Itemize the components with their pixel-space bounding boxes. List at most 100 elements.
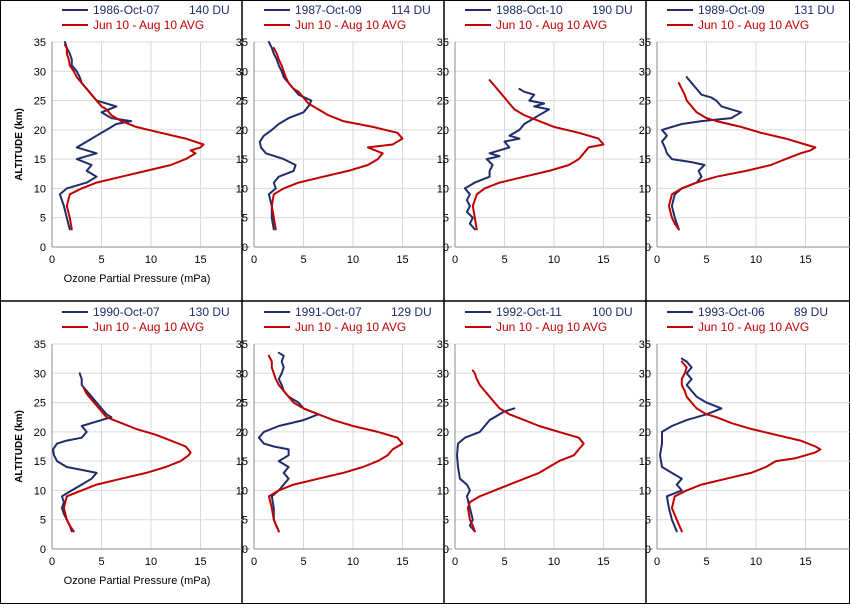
x-tick-label: 5 — [300, 556, 306, 568]
sounding-profile-line — [258, 41, 313, 231]
y-tick-label: 15 — [639, 456, 651, 468]
y-tick-label: 5 — [40, 213, 46, 225]
legend-sounding-du: 129 DU — [391, 305, 432, 319]
legend-sounding-date: 1992-Oct-11 — [496, 305, 562, 319]
legend-sounding-date: 1988-Oct-10 — [496, 3, 563, 17]
y-tick-label: 35 — [34, 37, 46, 49]
y-tick-label: 10 — [639, 485, 651, 497]
y-tick-label: 30 — [34, 66, 46, 78]
y-tick-label: 35 — [34, 339, 46, 351]
panel-8: 0 5 10 15 20 25 30 35 0 5 10 15 1993-Oct-06 89 DUJun … — [639, 305, 850, 568]
y-tick-label: 25 — [34, 96, 46, 108]
panel-1: 0 5 10 15 20 25 30 35 0 5 10 15 Ozone Partial Pressu… — [14, 3, 250, 285]
legend-average-label: Jun 10 - Aug 10 AVG — [93, 18, 204, 32]
x-tick-label: 0 — [452, 254, 458, 266]
average-profile-line — [63, 43, 205, 231]
y-tick-label: 20 — [34, 427, 46, 439]
legend-average-label: Jun 10 - Aug 10 AVG — [698, 18, 809, 32]
y-tick-label: 0 — [443, 242, 449, 254]
x-tick-label: 15 — [597, 254, 609, 266]
y-tick-label: 10 — [34, 183, 46, 195]
y-tick-label: 30 — [437, 368, 449, 380]
sounding-profile-line — [659, 357, 723, 533]
y-tick-label: 25 — [437, 96, 449, 108]
x-tick-label: 5 — [98, 556, 104, 568]
panel-3: 0 5 10 15 20 25 30 35 0 5 10 15 1988-Oct-10 190 DUJun… — [437, 3, 653, 266]
y-tick-label: 30 — [236, 368, 248, 380]
average-profile-line — [270, 46, 404, 231]
y-tick-label: 10 — [437, 183, 449, 195]
legend-sounding-date: 1987-Oct-09 — [295, 3, 362, 17]
y-tick-label: 20 — [236, 125, 248, 137]
x-tick-label: 10 — [750, 254, 762, 266]
y-tick-label: 15 — [437, 154, 449, 166]
average-profile-line — [267, 354, 404, 533]
x-tick-label: 0 — [452, 556, 458, 568]
y-tick-label: 0 — [242, 242, 248, 254]
y-tick-label: 25 — [34, 398, 46, 410]
y-tick-label: 25 — [639, 398, 651, 410]
x-tick-label: 15 — [194, 254, 206, 266]
y-tick-label: 20 — [437, 427, 449, 439]
y-tick-label: 0 — [645, 242, 651, 254]
y-tick-label: 25 — [236, 398, 248, 410]
x-tick-label: 15 — [799, 556, 811, 568]
average-profile-line — [670, 360, 822, 533]
y-tick-label: 15 — [437, 456, 449, 468]
x-tick-label: 0 — [49, 254, 55, 266]
legend-sounding-du: 114 DU — [391, 3, 431, 17]
x-tick-label: 10 — [145, 254, 157, 266]
x-tick-label: 5 — [98, 254, 104, 266]
legend-sounding-du: 140 DU — [189, 3, 230, 17]
y-axis-title: ALTITUDE (km) — [14, 410, 25, 483]
sounding-profile-line — [456, 407, 516, 533]
x-tick-label: 15 — [799, 254, 811, 266]
legend-sounding-date: 1991-Oct-07 — [295, 305, 362, 319]
y-tick-label: 30 — [639, 368, 651, 380]
y-tick-label: 30 — [437, 66, 449, 78]
legend-sounding-date: 1993-Oct-06 — [698, 305, 765, 319]
x-tick-label: 5 — [300, 254, 306, 266]
x-tick-label: 0 — [49, 556, 55, 568]
legend-sounding-date: 1986-Oct-07 — [93, 3, 160, 17]
y-tick-label: 0 — [242, 544, 248, 556]
y-tick-label: 15 — [34, 154, 46, 166]
x-tick-label: 10 — [347, 556, 359, 568]
sounding-profile-line — [257, 351, 320, 533]
y-tick-label: 5 — [443, 213, 449, 225]
y-tick-label: 10 — [437, 485, 449, 497]
y-tick-label: 20 — [34, 125, 46, 137]
y-tick-label: 35 — [236, 37, 248, 49]
x-tick-label: 10 — [145, 556, 157, 568]
legend-sounding-date: 1989-Oct-09 — [698, 3, 765, 17]
y-tick-label: 20 — [639, 125, 651, 137]
panel-4: 0 5 10 15 20 25 30 35 0 5 10 15 1989-Oct-09 131 DUJun… — [639, 3, 850, 266]
y-tick-label: 20 — [236, 427, 248, 439]
legend-sounding-du: 190 DU — [592, 3, 633, 17]
x-tick-label: 5 — [501, 254, 507, 266]
y-tick-label: 15 — [34, 456, 46, 468]
y-tick-label: 0 — [40, 544, 46, 556]
sounding-profile-line — [58, 41, 133, 231]
legend-average-label: Jun 10 - Aug 10 AVG — [698, 320, 809, 334]
x-tick-label: 15 — [194, 556, 206, 568]
panel-5: 0 5 10 15 20 25 30 35 0 5 10 15 Ozone Partial Pressu… — [14, 305, 250, 587]
panel-2: 0 5 10 15 20 25 30 35 0 5 10 15 1987-Oct-09 114 DUJun… — [236, 3, 452, 266]
legend-sounding-date: 1990-Oct-07 — [93, 305, 160, 319]
y-tick-label: 0 — [40, 242, 46, 254]
y-tick-label: 25 — [639, 96, 651, 108]
y-tick-label: 25 — [236, 96, 248, 108]
sounding-profile-line — [52, 372, 113, 533]
y-tick-label: 5 — [443, 515, 449, 527]
y-tick-label: 30 — [236, 66, 248, 78]
y-tick-label: 35 — [639, 339, 651, 351]
y-tick-label: 5 — [645, 515, 651, 527]
y-tick-label: 35 — [236, 339, 248, 351]
legend-average-label: Jun 10 - Aug 10 AVG — [496, 320, 607, 334]
y-tick-label: 5 — [242, 213, 248, 225]
average-profile-line — [466, 369, 585, 533]
x-tick-label: 0 — [654, 556, 660, 568]
x-tick-label: 10 — [750, 556, 762, 568]
